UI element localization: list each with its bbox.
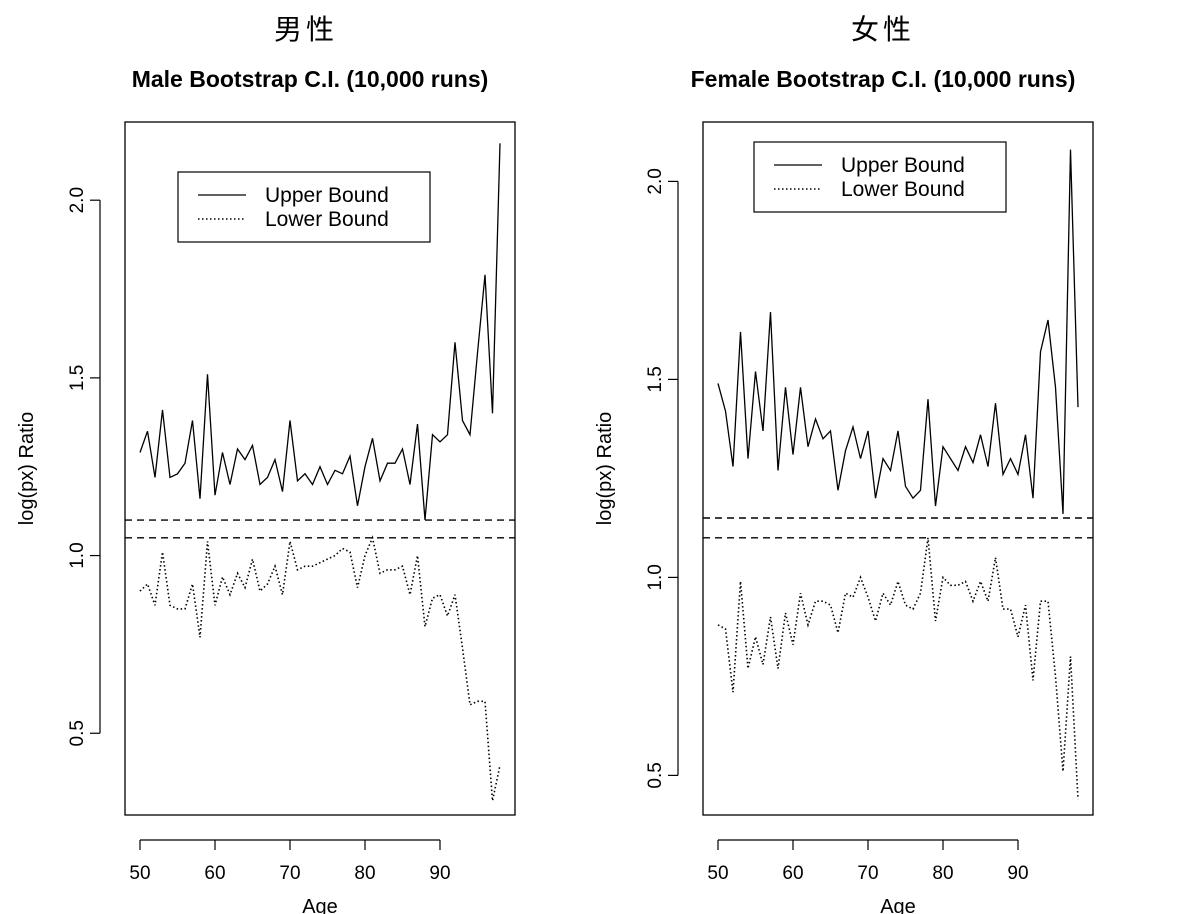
legend-label: Lower Bound: [265, 208, 389, 231]
legend-label: Upper Bound: [265, 184, 389, 207]
x-tick-label: 60: [204, 863, 225, 884]
x-tick-label: 60: [782, 863, 803, 884]
x-tick-label: 50: [707, 863, 728, 884]
y-tick-label: 0.5: [67, 720, 88, 746]
x-tick-label: 80: [354, 863, 375, 884]
y-tick-label: 0.5: [645, 762, 666, 788]
y-tick-label: 1.0: [645, 564, 666, 590]
y-tick-label: 1.0: [67, 542, 88, 568]
lower-bound-series: [139, 535, 501, 801]
upper-bound-series: [717, 149, 1079, 515]
upper-bound-series: [139, 143, 501, 521]
male-chart: 50 60 70 80 90 0.5 1.0 1.5 2.0 Age log(px) Ratio Up…: [16, 121, 516, 914]
male-panel: 男性 Male Bootstrap C.I. (10,000 runs) 50 6…: [0, 0, 588, 914]
y-tick-label: 2.0: [645, 168, 666, 194]
legend-box: [753, 141, 1007, 213]
female-panel: 女性 Female Bootstrap C.I. (10,000 runs) 5…: [589, 0, 1177, 914]
lower-bound-series: [717, 537, 1079, 800]
chart-title-female: Female Bootstrap C.I. (10,000 runs): [690, 66, 1076, 92]
x-tick-label: 70: [857, 863, 878, 884]
y-tick-label: 2.0: [67, 187, 88, 213]
panel-label-female: 女性: [850, 13, 915, 46]
x-tick-label: 70: [279, 863, 300, 884]
y-tick-label: 1.5: [67, 365, 88, 391]
plot-frame: [702, 121, 1094, 816]
y-tick-label: 1.5: [645, 366, 666, 392]
x-axis-title: Age: [880, 896, 916, 914]
chart-title-male: Male Bootstrap C.I. (10,000 runs): [131, 66, 489, 92]
y-axis-title: log(px) Ratio: [16, 412, 38, 525]
x-tick-label: 90: [1007, 863, 1028, 884]
legend-label: Upper Bound: [841, 154, 965, 177]
legend-box: [177, 171, 431, 243]
panel-label-male: 男性: [273, 13, 338, 46]
x-tick-label: 80: [932, 863, 953, 884]
plot-frame: [124, 121, 516, 816]
legend-label: Lower Bound: [841, 178, 965, 201]
female-chart: 50 60 70 80 90 0.5 1.0 1.5 2.0 Age log(px) Ratio Up…: [594, 121, 1094, 914]
y-axis-title: log(px) Ratio: [594, 412, 616, 525]
x-tick-label: 50: [129, 863, 150, 884]
x-tick-label: 90: [429, 863, 450, 884]
x-axis-title: Age: [302, 896, 338, 914]
